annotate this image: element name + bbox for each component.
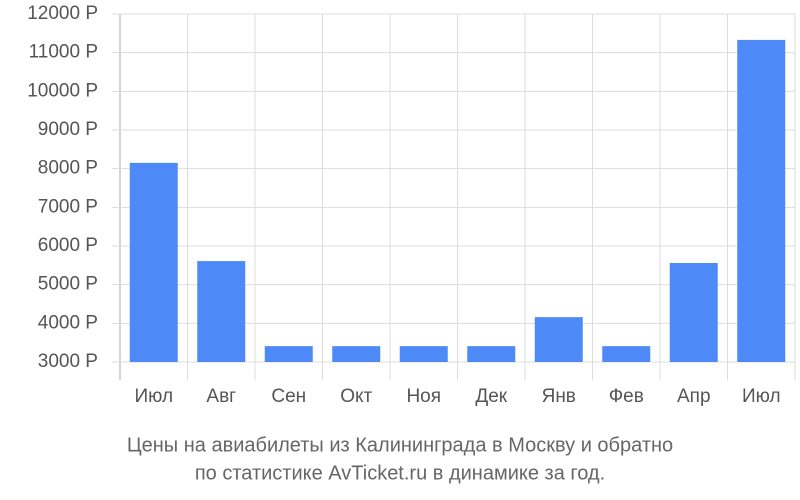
bar [129, 162, 178, 362]
bar [197, 261, 246, 362]
x-tick-label: Окт [340, 386, 372, 407]
y-tick-label: 11000 Р [29, 42, 98, 63]
x-tick-label: Ноя [406, 386, 441, 407]
bar [399, 346, 448, 362]
bar [264, 346, 313, 362]
x-tick-label: Янв [542, 386, 576, 407]
x-tick-label: Июл [134, 386, 173, 407]
x-tick-label: Сен [271, 386, 306, 407]
chart-title: по статистике AvTicket.ru в динамике за … [195, 462, 605, 484]
x-tick-label: Авг [206, 386, 236, 407]
bar [332, 346, 381, 362]
y-tick-label: 9000 Р [38, 119, 98, 140]
y-tick-label: 8000 Р [38, 158, 98, 179]
x-tick-label: Апр [677, 386, 711, 407]
y-tick-label: 12000 Р [27, 3, 98, 24]
y-tick-label: 5000 Р [38, 274, 98, 295]
bar [737, 39, 786, 362]
bar [534, 317, 583, 362]
chart-title: Цены на авиабилеты из Калининграда в Мос… [127, 434, 673, 456]
y-tick-label: 3000 Р [38, 351, 98, 372]
bar [669, 263, 718, 362]
bar [602, 346, 651, 362]
x-tick-label: Июл [742, 386, 781, 407]
x-tick-label: Дек [475, 386, 507, 407]
y-tick-label: 6000 Р [38, 235, 98, 256]
y-tick-label: 4000 Р [38, 312, 98, 333]
x-tick-label: Фев [609, 386, 644, 407]
bar [467, 346, 516, 362]
y-tick-label: 7000 Р [38, 196, 98, 217]
y-tick-label: 10000 Р [27, 80, 98, 101]
